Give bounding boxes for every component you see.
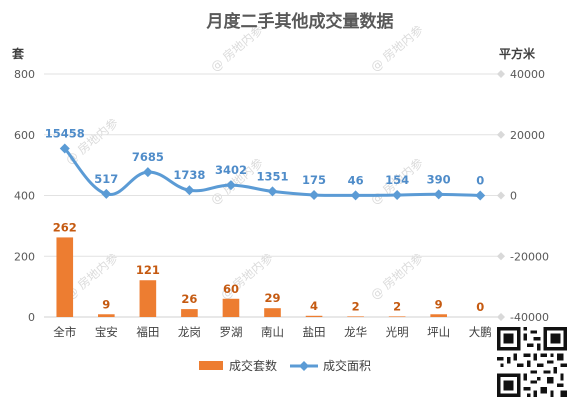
line-value-label: 1738 [173, 168, 205, 182]
right-axis-tick-marker [497, 313, 505, 321]
legend-line-marker [299, 361, 309, 371]
bar-value-label: 9 [435, 297, 443, 311]
y-right-tick-label: 20000 [510, 129, 545, 142]
line-value-label: 15458 [45, 127, 85, 141]
line-point-marker [184, 185, 195, 196]
x-category-label: 南山 [261, 325, 284, 339]
y-right-axis-label: 平方米 [499, 46, 536, 61]
line-value-label: 390 [427, 172, 451, 186]
right-axis-tick-marker [497, 191, 505, 200]
y-left-axis-label: 套 [11, 46, 25, 61]
line-value-label: 7685 [132, 150, 164, 164]
chart-title: 月度二手其他成交量数据 [206, 11, 394, 32]
line-point-marker [350, 190, 361, 201]
bar-龙岗 [181, 309, 198, 317]
y-right-tick-label: -40000 [510, 311, 549, 324]
legend: 成交套数 成交面积 [199, 358, 371, 373]
x-category-label: 龙岗 [178, 325, 201, 339]
bar-value-label: 0 [476, 300, 484, 314]
x-category-label: 宝安 [95, 325, 118, 339]
bar-坪山 [430, 314, 447, 317]
bar-series [56, 237, 447, 317]
y-right-tick-label: -20000 [510, 250, 549, 263]
x-category-label: 大鹏 [469, 325, 492, 339]
bar-value-label: 2 [352, 299, 360, 313]
line-value-label: 517 [94, 172, 118, 186]
x-category-label: 坪山 [427, 325, 450, 339]
y-left-tick-label: 400 [14, 190, 35, 203]
x-category-label: 罗湖 [219, 325, 242, 339]
legend-bar-swatch [199, 361, 223, 370]
line-point-marker [309, 189, 320, 200]
bar-value-label: 4 [310, 299, 318, 313]
bar-福田 [139, 280, 157, 317]
line-value-label: 0 [476, 174, 484, 188]
bar-value-label: 60 [223, 282, 239, 296]
bar-盐田 [305, 315, 323, 317]
x-category-label: 光明 [386, 325, 409, 339]
right-axis-tick-marker [497, 130, 505, 139]
bar-value-label: 9 [102, 297, 110, 311]
y-right-tick-label: 0 [510, 190, 517, 203]
line-point-marker [392, 190, 403, 201]
line-point-marker [475, 190, 486, 201]
watermark-text: @ 房地内参 [367, 250, 426, 303]
bar-光明 [388, 316, 406, 317]
legend-line-label: 成交面积 [323, 358, 371, 373]
line-value-label: 175 [302, 173, 326, 187]
line-series [59, 143, 486, 201]
line-point-marker [267, 186, 278, 197]
bar-全市 [56, 237, 74, 317]
x-category-label: 全市 [53, 325, 76, 339]
line-value-label: 154 [385, 173, 409, 187]
bar-value-label: 26 [181, 292, 197, 306]
bar-value-label: 262 [53, 220, 77, 234]
right-axis-tick-marker [497, 70, 505, 78]
bar-龙华 [347, 316, 364, 317]
qr-code-icon [497, 327, 567, 397]
y-left-tick-label: 600 [14, 129, 35, 142]
bar-value-label: 29 [264, 291, 280, 305]
line-value-label: 1351 [256, 169, 288, 183]
x-category-label: 龙华 [344, 325, 367, 339]
bar-value-label: 2 [393, 299, 401, 313]
line-point-marker [225, 180, 236, 191]
bar-value-label: 121 [136, 263, 160, 277]
line-point-marker [101, 188, 112, 199]
legend-bar-label: 成交套数 [229, 358, 277, 373]
bar-宝安 [98, 314, 115, 317]
x-category-label: 福田 [136, 325, 159, 339]
y-left-tick-label: 200 [14, 250, 35, 263]
line-point-marker [59, 143, 70, 154]
y-left-tick-label: 0 [28, 311, 35, 324]
line-point-marker [433, 189, 444, 200]
bar-罗湖 [222, 298, 240, 317]
line-value-label: 3402 [215, 163, 247, 177]
watermark-layer: @ 房地内参 @ 房地内参@ 房地内参@ 房地内参 @ 房地内参@ 房地内参 @ 房地… [62, 22, 426, 303]
right-axis-tick-marker [497, 252, 505, 261]
y-right-tick-label: 40000 [510, 68, 545, 81]
x-category-label: 盐田 [303, 325, 326, 339]
bar-南山 [264, 308, 281, 317]
line-point-marker [142, 167, 153, 178]
y-left-tick-label: 800 [14, 68, 35, 81]
line-value-label: 46 [348, 173, 364, 187]
